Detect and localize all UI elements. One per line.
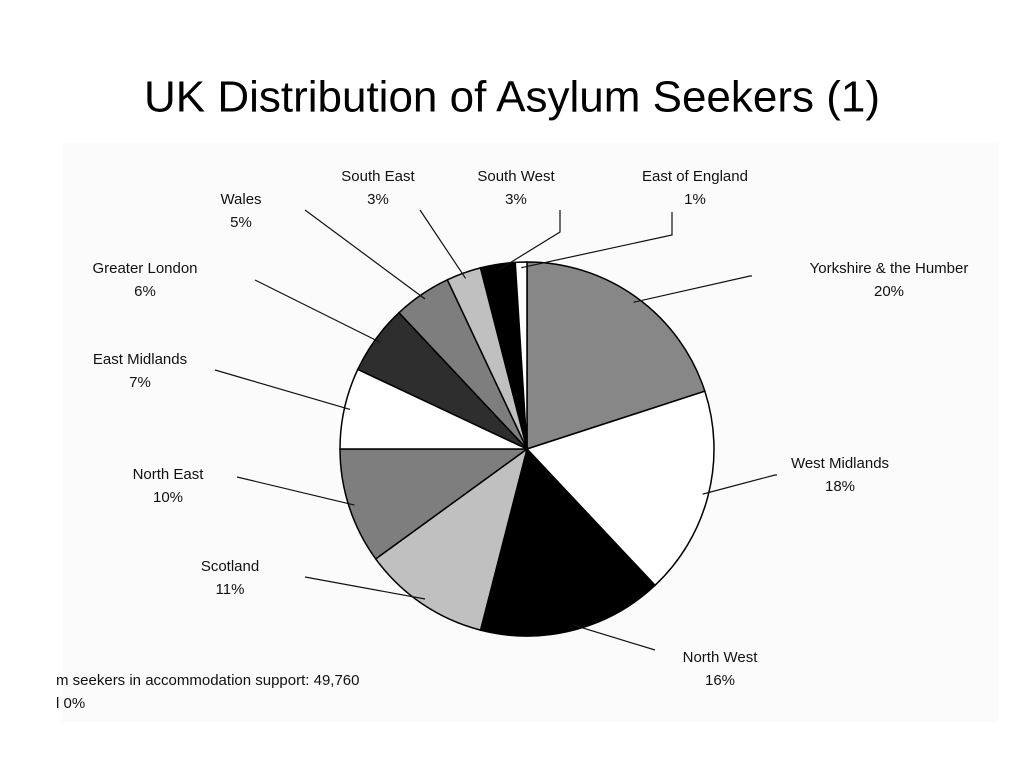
slice-label: Yorkshire & the Humber — [810, 260, 969, 277]
slice-label: Wales — [220, 191, 261, 208]
footnote: l 0% — [56, 695, 85, 712]
pie-slice — [526, 261, 706, 451]
pie-slice — [514, 261, 528, 450]
footnote: m seekers in accommodation support: 49,7… — [56, 672, 360, 689]
slice-value-label: 6% — [134, 283, 156, 300]
leader-line — [571, 624, 656, 651]
slice-label: East Midlands — [93, 351, 187, 368]
slice-value-label: 3% — [505, 191, 527, 208]
leader-line — [214, 369, 351, 411]
slice-value-label: 3% — [367, 191, 389, 208]
leader-line — [236, 476, 355, 506]
slice-label: Greater London — [92, 260, 197, 277]
slice-label: South West — [477, 168, 555, 185]
leader-line — [521, 212, 673, 269]
leader-line — [304, 209, 426, 300]
slice-value-label: 10% — [153, 489, 183, 506]
slice-label: East of England — [642, 168, 748, 185]
pie-slice — [374, 447, 529, 632]
slide-title: UK Distribution of Asylum Seekers (1) — [144, 73, 880, 122]
slice-label: West Midlands — [791, 455, 889, 472]
leader-line — [633, 275, 752, 303]
pie-slice — [525, 390, 715, 587]
slice-value-label: 11% — [216, 581, 245, 598]
slice-label: South East — [341, 168, 415, 185]
slice-value-label: 16% — [705, 672, 735, 689]
slice-value-label: 7% — [129, 374, 151, 391]
slice-value-label: 18% — [825, 478, 855, 495]
leader-line — [304, 576, 426, 600]
slice-value-label: 20% — [874, 283, 904, 300]
leader-line — [702, 474, 777, 495]
leader-line — [498, 210, 561, 271]
slice-value-label: 5% — [230, 214, 252, 231]
slice-value-label: 1% — [684, 191, 706, 208]
pie-slice — [479, 447, 657, 637]
slice-label: North West — [683, 649, 759, 666]
leader-line — [254, 279, 381, 343]
leader-line — [419, 209, 467, 279]
slice-label: North East — [133, 466, 205, 483]
slice-label: Scotland — [201, 558, 259, 575]
pie-slice — [339, 448, 530, 560]
